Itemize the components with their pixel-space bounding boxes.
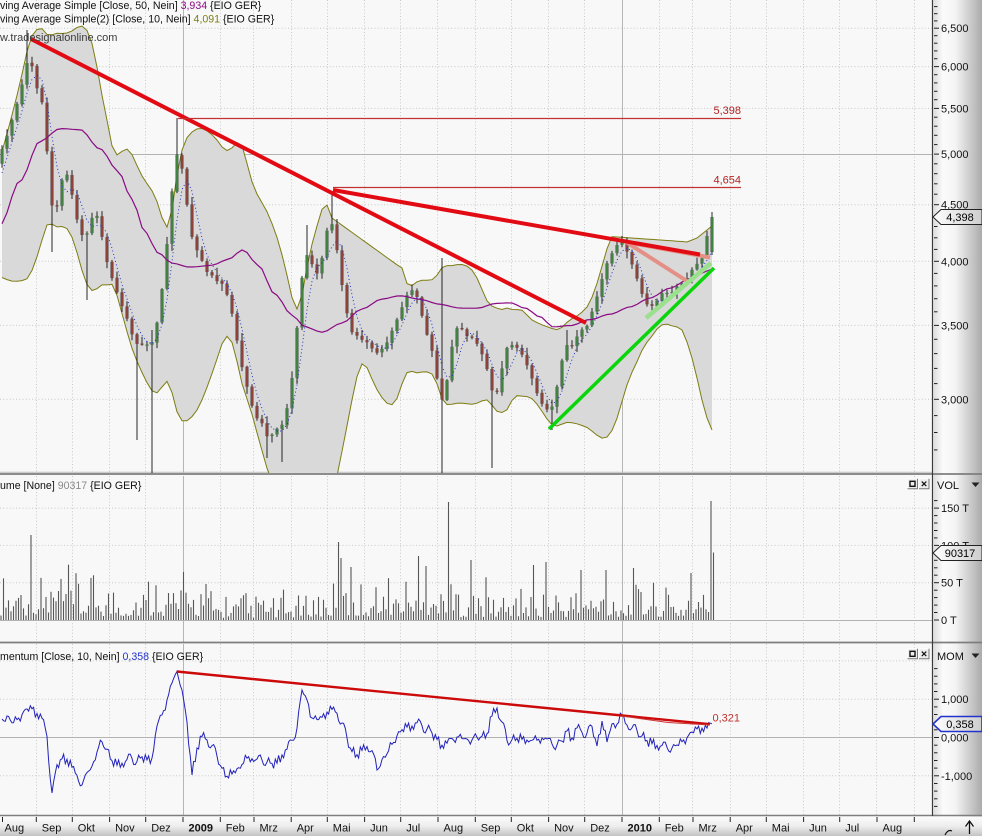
svg-text:Jul: Jul: [406, 823, 420, 835]
svg-text:w.tradesignalonline.com: w.tradesignalonline.com: [0, 32, 117, 44]
svg-text:ving Average Simple [Close, 50: ving Average Simple [Close, 50, Nein] 3,…: [0, 0, 262, 12]
svg-text:4,500: 4,500: [941, 200, 969, 212]
svg-text:Dez: Dez: [590, 823, 610, 835]
svg-text:Jun: Jun: [809, 823, 827, 835]
svg-text:VOL: VOL: [937, 480, 959, 492]
svg-text:mentum [Close, 10, Nein] 0,358: mentum [Close, 10, Nein] 0,358 {EIO GER}: [0, 651, 204, 663]
svg-text:Mai: Mai: [772, 823, 790, 835]
svg-text:90317: 90317: [945, 548, 976, 560]
svg-text:-1,000: -1,000: [941, 771, 972, 783]
svg-text:6,000: 6,000: [941, 62, 969, 74]
svg-text:Okt: Okt: [78, 823, 95, 835]
svg-text:1,000: 1,000: [941, 694, 969, 706]
svg-text:Apr: Apr: [297, 823, 314, 835]
svg-text:Aug: Aug: [5, 823, 25, 835]
svg-text:Dez: Dez: [151, 823, 171, 835]
svg-text:3,500: 3,500: [941, 320, 969, 332]
svg-text:150 T: 150 T: [941, 503, 969, 515]
svg-text:Mai: Mai: [333, 823, 351, 835]
svg-text:Mrz: Mrz: [260, 823, 278, 835]
svg-text:Apr: Apr: [736, 823, 753, 835]
svg-text:Nov: Nov: [554, 823, 574, 835]
svg-text:0,321: 0,321: [713, 713, 741, 725]
svg-text:Jul: Jul: [845, 823, 859, 835]
svg-text:2009: 2009: [189, 823, 213, 835]
svg-text:5,500: 5,500: [941, 103, 969, 115]
svg-text:0 T: 0 T: [941, 615, 957, 627]
svg-text:Mrz: Mrz: [699, 823, 717, 835]
svg-text:5,000: 5,000: [941, 149, 969, 161]
svg-text:Feb: Feb: [665, 823, 684, 835]
svg-text:4,398: 4,398: [946, 212, 974, 224]
svg-text:Aug: Aug: [444, 823, 464, 835]
svg-text:ume [None] 90317 {EIO GER}: ume [None] 90317 {EIO GER}: [0, 480, 142, 492]
svg-text:MOM: MOM: [937, 651, 964, 663]
svg-text:3,000: 3,000: [941, 394, 969, 406]
svg-text:0,000: 0,000: [941, 733, 969, 745]
svg-text:0,358: 0,358: [946, 719, 974, 731]
svg-text:4,654: 4,654: [713, 175, 741, 187]
svg-text:Sep: Sep: [42, 823, 62, 835]
svg-text:2010: 2010: [628, 823, 652, 835]
svg-text:ving Average Simple(2) [Close,: ving Average Simple(2) [Close, 10, Nein]…: [0, 14, 275, 26]
svg-text:50 T: 50 T: [941, 578, 963, 590]
svg-text:5,398: 5,398: [713, 105, 741, 117]
svg-text:Okt: Okt: [517, 823, 534, 835]
svg-text:Feb: Feb: [226, 823, 245, 835]
svg-text:Aug: Aug: [883, 823, 903, 835]
svg-text:Nov: Nov: [115, 823, 135, 835]
svg-text:Jun: Jun: [370, 823, 388, 835]
svg-text:4,000: 4,000: [941, 256, 969, 268]
svg-text:6,500: 6,500: [941, 23, 969, 35]
svg-text:Sep: Sep: [481, 823, 501, 835]
